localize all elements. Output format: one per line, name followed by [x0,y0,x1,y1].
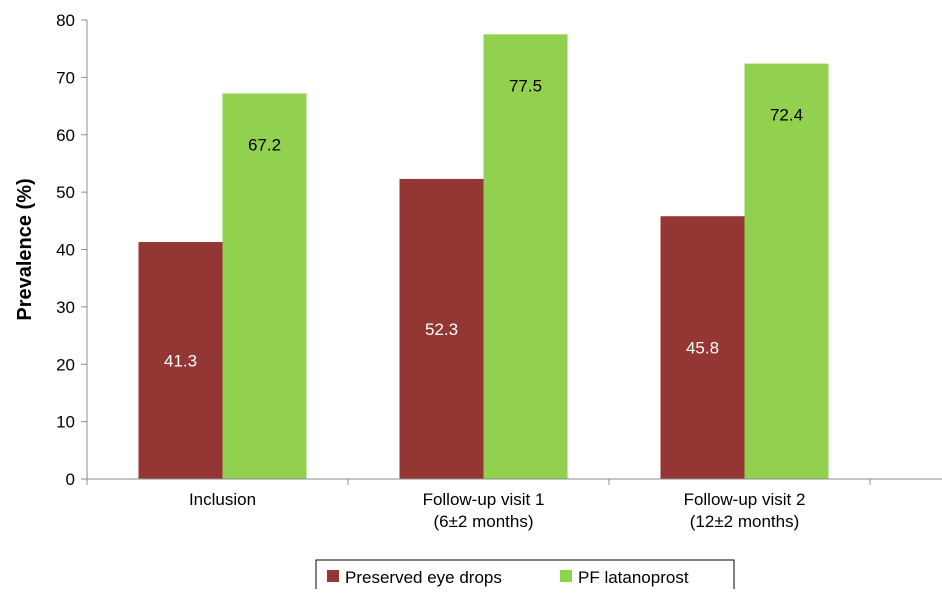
y-tick-label: 20 [56,355,75,374]
bar-preserved-1 [399,178,484,479]
bars-layer [138,34,829,479]
bar-pf-latanoprost-2 [744,63,829,479]
axes-layer: Inclusion Follow-up visit 1 (6±2 months) Fo… [14,11,942,531]
y-tick-label: 50 [56,183,75,202]
x-tick-label: (6±2 months) [433,512,533,531]
y-axis-label: Prevalence (%) [14,178,36,320]
y-tick-label: 60 [56,126,75,145]
data-label: 77.5 [509,76,542,95]
legend-box [315,559,735,594]
x-tick-label: Follow-up visit 2 [684,490,806,509]
y-tick-label: 10 [56,413,75,432]
y-tick-label: 0 [66,470,75,489]
data-label: 72.4 [770,106,803,125]
data-label: 52.3 [425,320,458,339]
x-tick-label: Follow-up visit 1 [423,490,545,509]
x-tick-label: (12±2 months) [690,512,800,531]
data-label: 41.3 [164,352,197,371]
legend-swatch-preserved [327,570,339,582]
bar-preserved-2 [660,216,745,479]
data-label: 45.8 [686,339,719,358]
data-labels-layer: 41.3 67.2 52.3 77.5 45.8 72.4 [164,76,803,370]
bar-pf-latanoprost-0 [222,93,307,479]
y-tick-label: 40 [56,241,75,260]
legend-label-pf-latanoprost: PF latanoprost [578,568,689,587]
bar-preserved-0 [138,242,223,479]
legend: Preserved eye drops PF latanoprost [315,559,735,594]
x-tick-label: Inclusion [189,490,256,509]
legend-swatch-pf-latanoprost [560,570,572,582]
y-tick-label: 80 [56,11,75,30]
y-tick-label: 70 [56,68,75,87]
data-label: 67.2 [248,135,281,154]
y-tick-label: 30 [56,298,75,317]
bar-pf-latanoprost-1 [483,34,568,479]
legend-label-preserved: Preserved eye drops [345,568,502,587]
